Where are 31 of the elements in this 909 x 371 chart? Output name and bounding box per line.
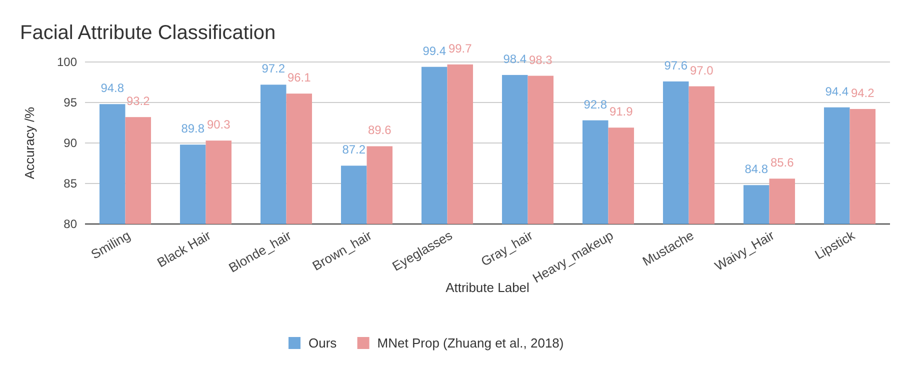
- y-axis-title: Accuracy /%: [22, 106, 37, 180]
- legend-label: MNet Prop (Zhuang et al., 2018): [377, 336, 564, 350]
- data-label: 98.4: [503, 52, 527, 66]
- data-label: 94.4: [825, 84, 849, 98]
- y-tick-label: 100: [56, 55, 78, 69]
- data-label: 99.7: [448, 41, 472, 56]
- data-label: 98.3: [528, 52, 553, 67]
- data-label: 92.8: [584, 97, 608, 112]
- data-label: 97.6: [664, 58, 688, 72]
- data-label: 97.0: [690, 63, 714, 78]
- data-label: 90.3: [206, 118, 231, 132]
- chart-title: Facial Attribute Classification: [20, 22, 276, 44]
- y-tick-label: 85: [64, 176, 78, 190]
- data-label: 84.8: [744, 162, 768, 176]
- legend-label: Ours: [308, 336, 338, 350]
- data-label: 99.4: [422, 44, 446, 58]
- data-label: 94.2: [850, 86, 875, 100]
- data-label: 89.6: [368, 123, 392, 138]
- x-tick-label: Black Hair: [154, 227, 214, 270]
- data-label: 97.2: [262, 62, 286, 76]
- data-label: 96.1: [287, 70, 312, 85]
- data-label: 87.2: [342, 142, 366, 157]
- y-tick-label: 90: [64, 136, 78, 150]
- y-tick-label: 80: [64, 217, 78, 231]
- data-label: 94.8: [100, 81, 124, 96]
- y-tick-label: 95: [64, 96, 78, 110]
- data-label: 89.8: [181, 122, 205, 136]
- data-label: 85.6: [770, 156, 794, 170]
- data-label: 91.9: [609, 104, 634, 119]
- data-label: 93.2: [126, 94, 150, 108]
- x-axis-title: Attribute Label: [446, 280, 530, 295]
